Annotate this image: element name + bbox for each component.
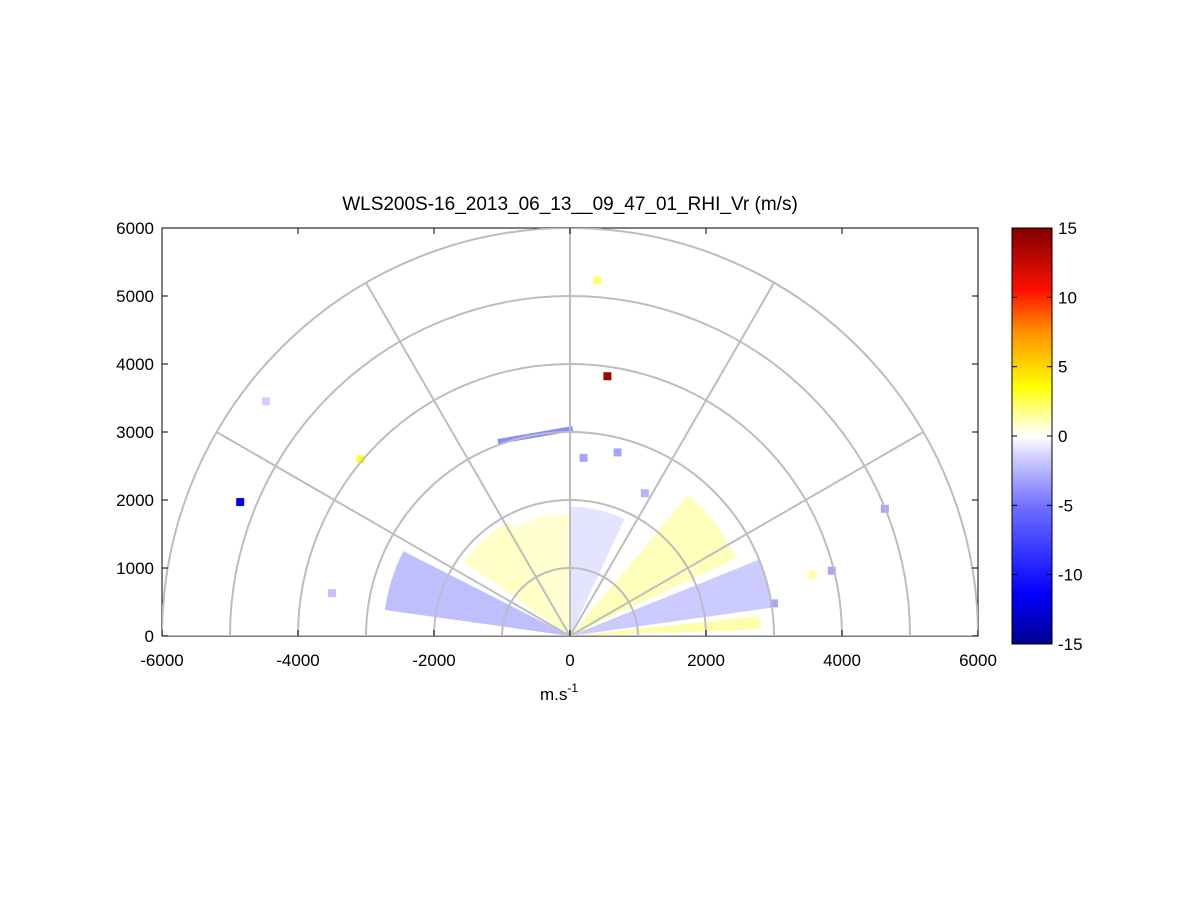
x-tick-label: 6000	[959, 651, 997, 670]
colorbar-tick-label: 10	[1058, 288, 1077, 307]
sector-center-right	[570, 506, 625, 632]
x-tick-label: -4000	[276, 651, 319, 670]
y-tick-label: 1000	[116, 559, 154, 578]
sector-left-mid	[464, 521, 568, 633]
x-tick-label: -2000	[412, 651, 455, 670]
sector-left-near	[384, 551, 566, 636]
y-tick-label: 6000	[116, 219, 154, 238]
data-point-3	[328, 589, 336, 598]
data-point-4	[603, 372, 612, 381]
data-point-0	[236, 498, 245, 507]
y-tick-label: 2000	[116, 491, 154, 510]
colorbar-ticks: 15 10 5 0 -5 -10 -15	[1012, 219, 1083, 654]
y-tick-label: 5000	[116, 287, 154, 306]
data-point-6	[807, 570, 816, 579]
polar-spoke	[569, 282, 775, 636]
polar-spoke	[216, 431, 571, 636]
sector-right-mid	[573, 495, 737, 634]
velocity-field	[236, 276, 889, 636]
data-point-2	[262, 397, 271, 406]
x-axis-label-base: m.s	[540, 685, 567, 704]
colorbar-tick-label: -15	[1058, 635, 1083, 654]
colorbar-tick-label: 5	[1058, 358, 1067, 377]
colorbar-tick-label: 15	[1058, 219, 1077, 238]
data-point-7	[827, 566, 836, 575]
sector-right-near	[575, 559, 773, 636]
x-tick-label: 4000	[823, 651, 861, 670]
y-tick-label: 3000	[116, 423, 154, 442]
x-axis: -6000 -4000 -2000 0 2000 4000 6000	[140, 228, 997, 670]
x-tick-label: 2000	[687, 651, 725, 670]
x-tick-label: -6000	[140, 651, 183, 670]
x-axis-label: m.s-1	[540, 681, 578, 704]
data-point-9	[579, 453, 588, 462]
x-axis-label-exponent: -1	[567, 681, 578, 695]
sector-center-left	[512, 513, 570, 632]
y-tick-label: 0	[145, 627, 154, 646]
data-point-5	[593, 276, 602, 285]
colorbar	[1011, 227, 1053, 645]
polar-spoke	[569, 431, 924, 636]
polar-grid	[162, 228, 978, 636]
sector-right-ground	[575, 616, 761, 636]
colorbar-tick-label: -10	[1058, 566, 1083, 585]
data-point-11	[640, 489, 649, 498]
x-tick-label: 0	[565, 651, 574, 670]
polar-spoke	[365, 282, 571, 636]
data-point-10	[613, 448, 622, 457]
chart-title: WLS200S-16_2013_06_13__09_47_01_RHI_Vr (…	[342, 194, 798, 215]
colorbar-tick-label: -5	[1058, 496, 1073, 515]
y-axis: 0 1000 2000 3000 4000 5000 6000	[116, 219, 978, 646]
data-point-1	[356, 455, 365, 464]
y-tick-label: 4000	[116, 355, 154, 374]
colorbar-tick-label: 0	[1058, 427, 1067, 446]
data-point-12	[770, 599, 778, 608]
